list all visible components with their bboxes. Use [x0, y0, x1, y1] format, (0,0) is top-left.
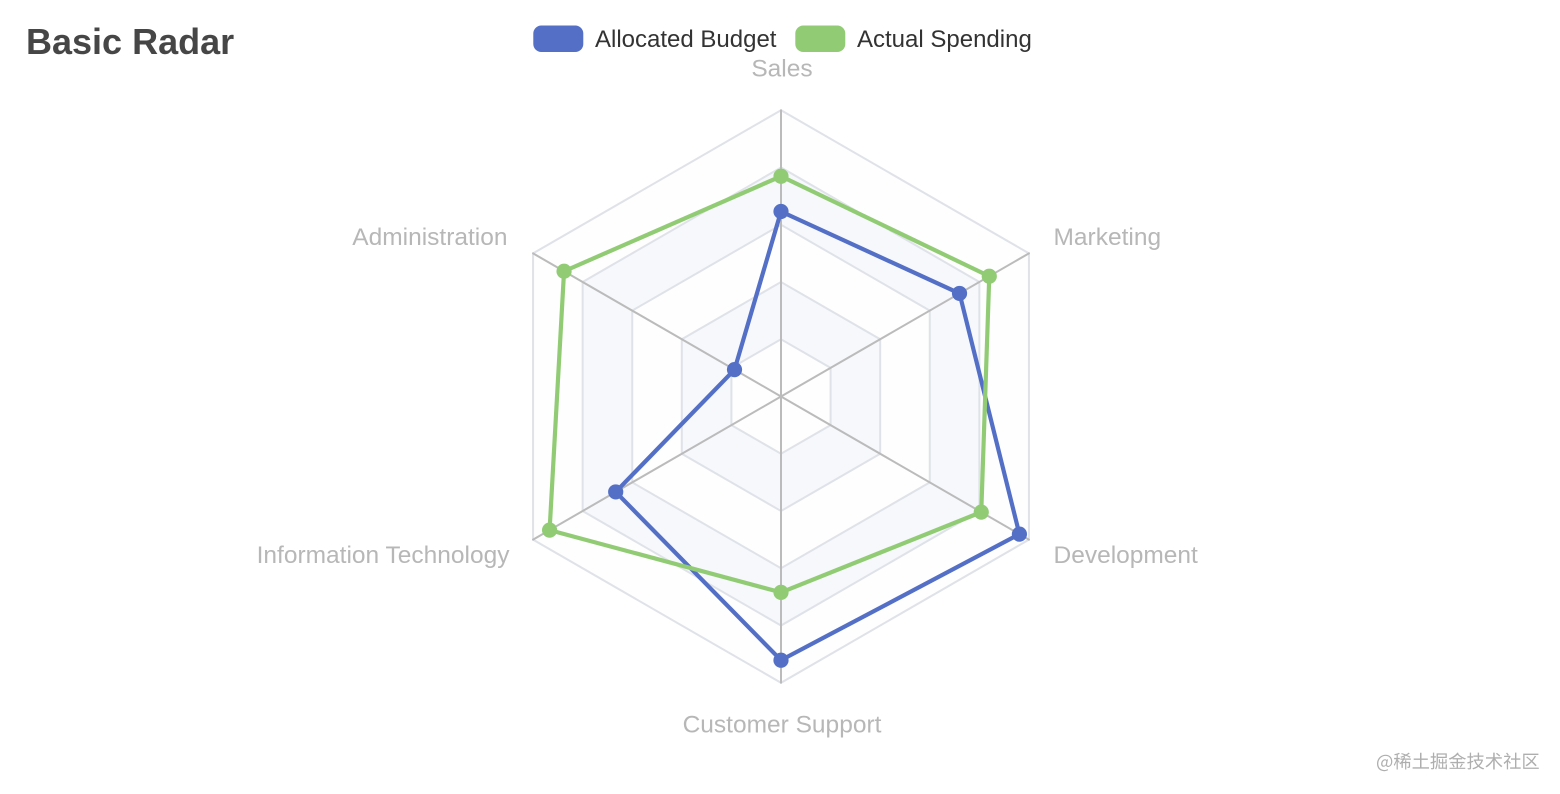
svg-text:Basic Radar: Basic Radar — [26, 21, 234, 62]
svg-text:Information Technology: Information Technology — [257, 542, 511, 569]
svg-text:Sales: Sales — [751, 56, 812, 83]
svg-text:Actual Spending: Actual Spending — [857, 26, 1032, 53]
svg-text:Allocated Budget: Allocated Budget — [595, 26, 777, 53]
svg-text:Administration: Administration — [352, 224, 507, 251]
svg-text:Development: Development — [1054, 542, 1199, 569]
svg-text:Customer Support: Customer Support — [683, 712, 882, 739]
svg-text:Marketing: Marketing — [1054, 224, 1162, 251]
